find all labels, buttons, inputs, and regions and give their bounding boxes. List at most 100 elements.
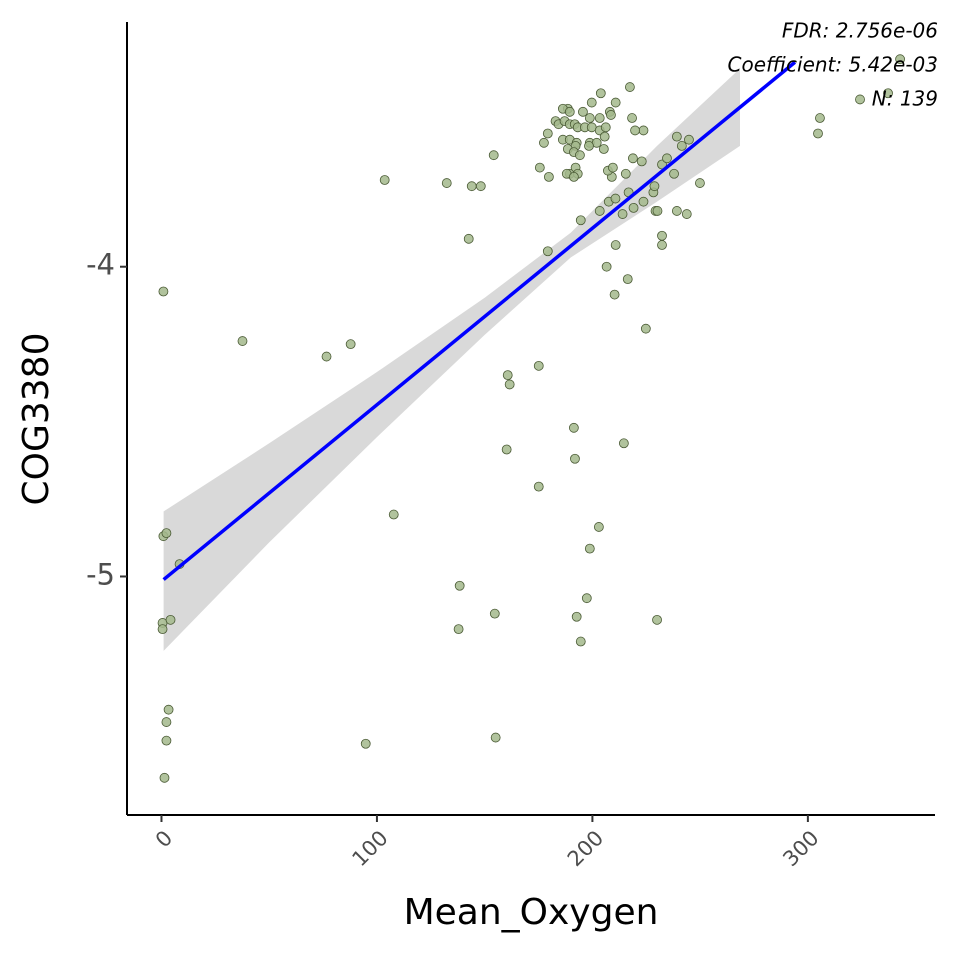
point xyxy=(628,153,638,164)
point xyxy=(671,131,682,142)
point xyxy=(321,351,332,362)
point xyxy=(681,209,692,219)
y-axis-title: COG3380 xyxy=(16,333,57,506)
point xyxy=(883,88,893,99)
point xyxy=(610,193,621,204)
point xyxy=(684,134,694,145)
point xyxy=(652,206,663,216)
point xyxy=(161,717,172,727)
point xyxy=(584,113,595,123)
point xyxy=(502,370,513,381)
point xyxy=(360,738,371,749)
point xyxy=(657,240,667,250)
point xyxy=(601,261,612,272)
point xyxy=(606,110,616,120)
point xyxy=(578,106,588,117)
annotation: FDR: 2.756e-06 xyxy=(782,19,938,43)
point xyxy=(463,233,474,244)
point xyxy=(628,202,639,213)
x-tick-label: 0 xyxy=(151,826,177,852)
point xyxy=(501,444,512,455)
y-tick-label: -5 xyxy=(86,557,115,591)
point xyxy=(564,106,575,117)
point xyxy=(622,274,633,285)
point xyxy=(388,509,399,520)
point xyxy=(652,614,662,625)
point xyxy=(671,206,682,216)
point xyxy=(813,128,823,139)
point xyxy=(345,339,356,350)
point xyxy=(610,97,621,108)
point xyxy=(542,128,553,139)
point xyxy=(161,528,172,539)
point xyxy=(441,178,452,188)
point xyxy=(657,230,667,241)
point xyxy=(539,137,549,148)
annotation: Coefficient: 5.42e-03 xyxy=(728,53,938,77)
annotation: N: 139 xyxy=(872,87,938,111)
point xyxy=(695,178,705,188)
point xyxy=(533,481,544,492)
point xyxy=(490,732,501,743)
x-tick-label: 300 xyxy=(778,826,823,871)
point xyxy=(575,636,586,647)
point xyxy=(533,360,544,371)
point xyxy=(599,131,610,142)
point xyxy=(594,113,605,123)
point xyxy=(488,150,499,161)
confidence-band xyxy=(163,68,741,651)
point xyxy=(815,113,825,123)
point xyxy=(543,171,554,182)
point xyxy=(630,125,640,136)
point xyxy=(624,82,635,92)
point xyxy=(595,88,606,99)
point xyxy=(570,453,580,464)
point xyxy=(161,735,172,746)
point xyxy=(163,704,174,715)
point xyxy=(489,608,500,619)
point xyxy=(165,614,176,625)
point xyxy=(636,156,647,167)
point xyxy=(454,580,465,591)
point xyxy=(638,125,649,136)
point xyxy=(609,289,620,300)
point xyxy=(237,336,248,346)
point xyxy=(610,240,621,250)
point xyxy=(568,171,579,182)
point xyxy=(475,181,486,192)
point xyxy=(676,141,687,151)
point xyxy=(453,624,464,635)
point xyxy=(466,181,477,192)
point xyxy=(586,97,597,108)
point xyxy=(157,624,168,635)
point xyxy=(669,168,679,179)
point xyxy=(584,543,595,554)
point xyxy=(649,181,660,192)
point xyxy=(504,379,515,390)
point xyxy=(617,209,628,219)
point xyxy=(895,54,905,65)
point xyxy=(627,113,637,123)
point xyxy=(568,422,579,433)
point xyxy=(594,206,605,216)
point xyxy=(571,611,582,622)
point xyxy=(581,593,592,604)
point xyxy=(640,323,651,334)
x-tick-label: 200 xyxy=(563,826,608,871)
point xyxy=(620,168,631,179)
point xyxy=(618,438,629,449)
point xyxy=(584,141,594,151)
point xyxy=(575,150,585,161)
point xyxy=(855,94,865,105)
x-axis-title: Mean_Oxygen xyxy=(404,892,659,933)
point xyxy=(379,175,390,185)
point xyxy=(575,215,586,226)
point xyxy=(600,122,611,133)
y-tick-label: -4 xyxy=(86,248,115,282)
x-tick-label: 100 xyxy=(347,826,392,871)
point xyxy=(158,286,169,297)
point xyxy=(159,772,170,783)
point xyxy=(638,196,649,207)
point xyxy=(534,162,545,173)
